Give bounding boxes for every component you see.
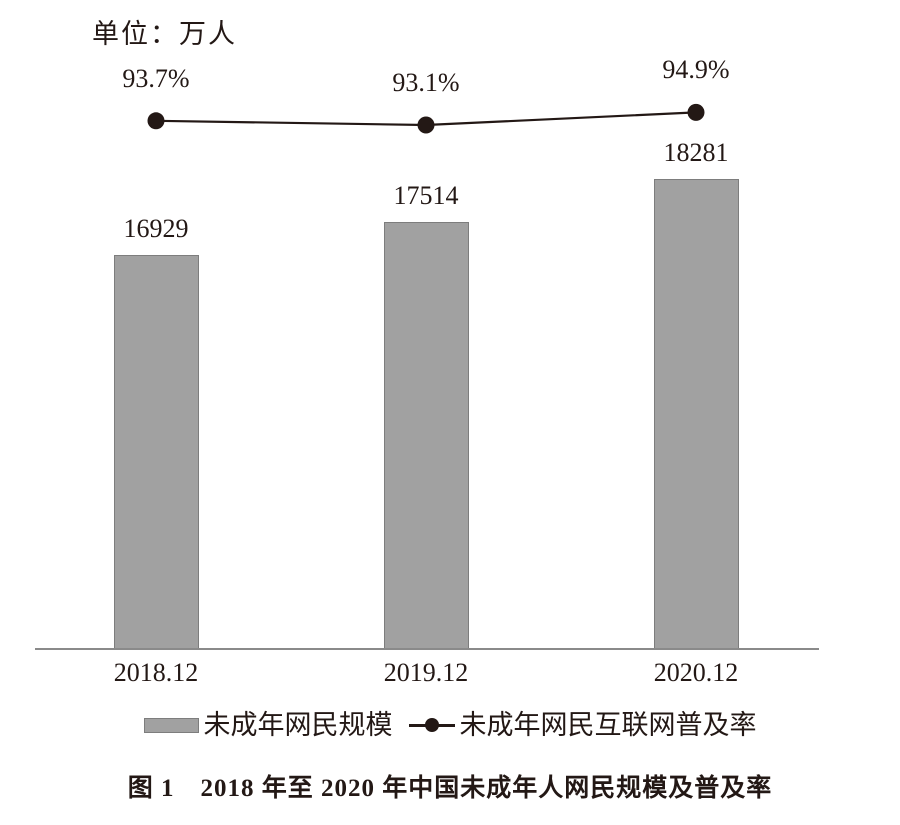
trend-dot-2018 [147, 112, 165, 130]
marker-dot [424, 718, 439, 732]
legend-item-bar-series: 未成年网民规模 [143, 710, 393, 740]
legend-label-line-series: 未成年网民互联网普及率 [459, 710, 757, 740]
unit-label: 单位：万人 [92, 19, 237, 49]
x-tick-2018: 2018.12 [113, 658, 199, 687]
x-tick-2019: 2019.12 [383, 658, 469, 687]
bar-series-swatch-icon [143, 717, 199, 733]
trend-dot-2019 [417, 116, 435, 134]
trend-polyline [155, 111, 697, 127]
bar-2018 [113, 255, 199, 650]
bar-value-label-2020: 18281 [663, 138, 729, 168]
x-tick-2020: 2020.12 [653, 658, 739, 687]
figure-caption: 图 1 2018 年至 2020 年中国未成年人网民规模及普及率 [127, 775, 773, 802]
line-value-label-2018: 93.7% [122, 63, 190, 93]
bar-2019 [383, 222, 469, 650]
bar-value-label-2019: 17514 [393, 181, 459, 211]
legend-label-bar-series: 未成年网民规模 [203, 710, 393, 740]
x-axis-line [35, 648, 819, 650]
bar-value-label-2018: 16929 [123, 214, 189, 244]
trend-dot-2020 [687, 103, 705, 121]
bar-2020 [653, 179, 739, 650]
legend-item-line-series: 未成年网民互联网普及率 [408, 710, 757, 740]
line-value-label-2019: 93.1% [392, 68, 460, 97]
legend: 未成年网民规模 未成年网民互联网普及率 [0, 710, 900, 740]
line-value-label-2020: 94.9% [662, 55, 730, 85]
line-series-marker-icon [408, 717, 455, 733]
